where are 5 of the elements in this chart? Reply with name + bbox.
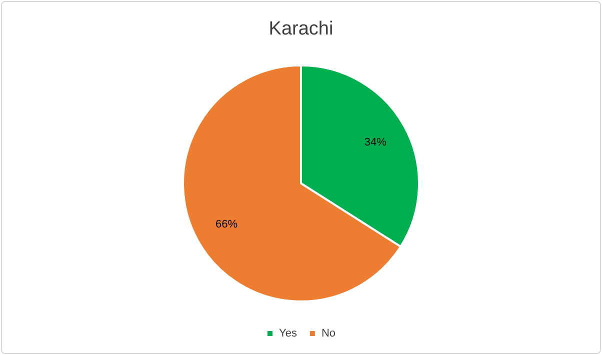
data-label: 66% — [216, 218, 238, 230]
chart-title: Karachi — [268, 18, 334, 40]
legend-label: Yes — [278, 328, 298, 340]
legend-label: No — [321, 328, 336, 340]
data-label: 34% — [364, 136, 387, 148]
